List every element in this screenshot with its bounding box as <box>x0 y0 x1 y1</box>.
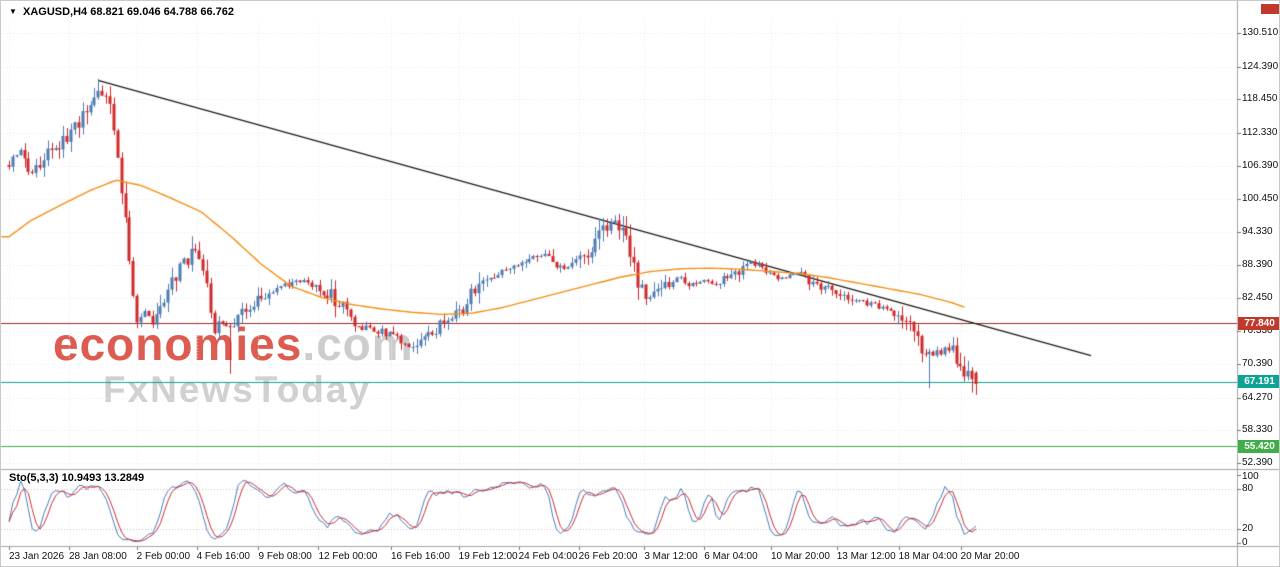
symbol-period: XAGUSD,H4 <box>22 6 88 18</box>
indicator-name: Sto(5,3,3) <box>9 472 59 484</box>
indicator-value-signal: 13.2849 <box>104 472 145 484</box>
ohlc-values: 68.821 69.046 64.788 66.762 <box>90 6 234 18</box>
indicator-value-main: 10.9493 <box>61 472 102 484</box>
chart-title: ▼ XAGUSD,H4 68.821 69.046 64.788 66.762 <box>9 6 234 18</box>
indicator-label-row: Sto(5,3,3) 10.9493 13.2849 <box>9 472 144 484</box>
symbol-dropdown-icon[interactable]: ▼ <box>9 7 17 16</box>
